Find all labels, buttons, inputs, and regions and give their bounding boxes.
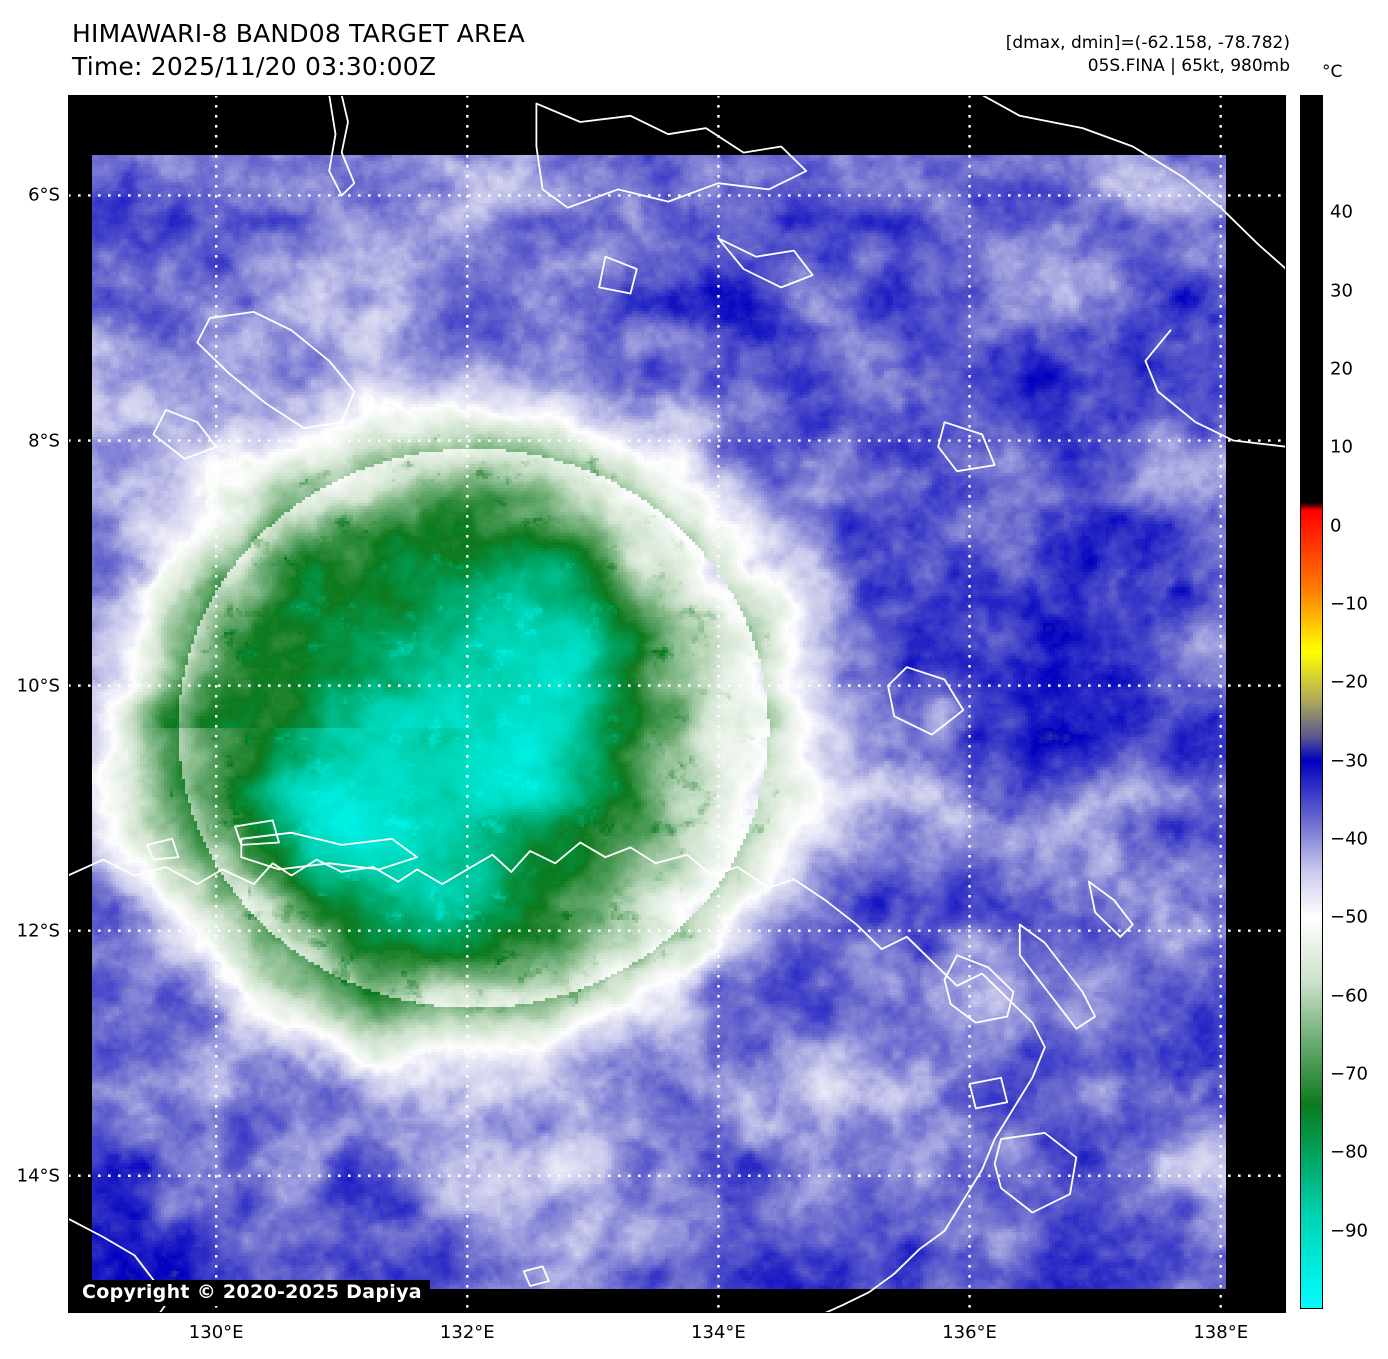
coastline-path: [968, 1076, 1009, 1110]
colorbar-tick-label: 0: [1330, 515, 1342, 537]
storm-info-label: 05S.FINA | 65kt, 980mb: [1087, 56, 1290, 77]
coastline-path: [234, 819, 280, 846]
coastline-path: [943, 954, 1015, 1024]
satellite-brightness-temperature-raster: [68, 95, 1286, 1313]
latitude-tick-label: 14°S: [16, 1165, 60, 1187]
colorbar-tick-label: 30: [1330, 280, 1353, 302]
colorbar: [1300, 95, 1323, 1309]
coastline-path: [937, 421, 996, 473]
colorbar-unit-label: °C: [1322, 62, 1343, 82]
colorbar-gradient: [1301, 96, 1322, 1308]
longitude-tick-label: 132°E: [439, 1322, 495, 1343]
title-block: HIMAWARI-8 BAND08 TARGET AREA Time: 2025…: [72, 18, 525, 83]
coastline-path: [146, 837, 180, 861]
colorbar-tick-label: −20: [1330, 671, 1368, 693]
latitude-tick-label: 12°S: [16, 920, 60, 942]
colorbar-tick-label: −70: [1330, 1063, 1368, 1085]
gridline-overlay: [68, 95, 1286, 1313]
latitude-tick-label: 6°S: [28, 184, 60, 206]
coastline-path: [328, 95, 356, 197]
data-range-label: [dmax, dmin]=(-62.158, -78.782): [1005, 33, 1290, 53]
page-title: HIMAWARI-8 BAND08 TARGET AREA: [72, 19, 525, 48]
coastline-path: [1144, 329, 1286, 448]
colorbar-tick-label: 20: [1330, 358, 1353, 380]
latitude-axis: 6°S 8°S 10°S 12°S 14°S: [0, 0, 60, 1359]
colorbar-tick-label: −60: [1330, 985, 1368, 1007]
latitude-tick-label: 10°S: [16, 675, 60, 697]
timestamp-label: Time: 2025/11/20 03:30:00Z: [72, 51, 437, 81]
coastline-path: [717, 237, 814, 289]
coastline-path: [152, 409, 218, 460]
longitude-tick-label: 130°E: [188, 1322, 244, 1343]
colorbar-tick-label: 40: [1330, 201, 1353, 223]
copyright-label: Copyright © 2020-2025 Dapiya: [76, 1280, 430, 1306]
coastline-path: [240, 831, 418, 871]
satellite-image-plot: [68, 95, 1286, 1313]
coastline-path: [1088, 880, 1134, 938]
colorbar-tick-label: −30: [1330, 750, 1368, 772]
colorbar-tick-label: 10: [1330, 436, 1353, 458]
coastline-path: [993, 1132, 1078, 1214]
longitude-tick-label: 134°E: [691, 1322, 746, 1343]
colorbar-tick-label: −10: [1330, 593, 1368, 615]
coastline-path: [522, 1265, 550, 1287]
latitude-tick-label: 8°S: [28, 430, 60, 452]
coastline-path: [598, 255, 638, 295]
colorbar-tick-label: −90: [1330, 1220, 1368, 1242]
longitude-tick-label: 136°E: [942, 1322, 997, 1343]
coastline-path: [68, 841, 1046, 1313]
coastline-path: [981, 95, 1286, 270]
colorbar-tick-label: −50: [1330, 906, 1368, 928]
coastline-path: [196, 311, 356, 430]
longitude-tick-label: 138°E: [1193, 1322, 1249, 1343]
coastline-path: [535, 102, 808, 209]
coastline-path: [1018, 923, 1096, 1030]
colorbar-tick-label: −80: [1330, 1141, 1368, 1163]
metadata-block: [dmax, dmin]=(-62.158, -78.782) 05S.FINA…: [1006, 32, 1290, 79]
colorbar-tick-label: −40: [1330, 828, 1368, 850]
